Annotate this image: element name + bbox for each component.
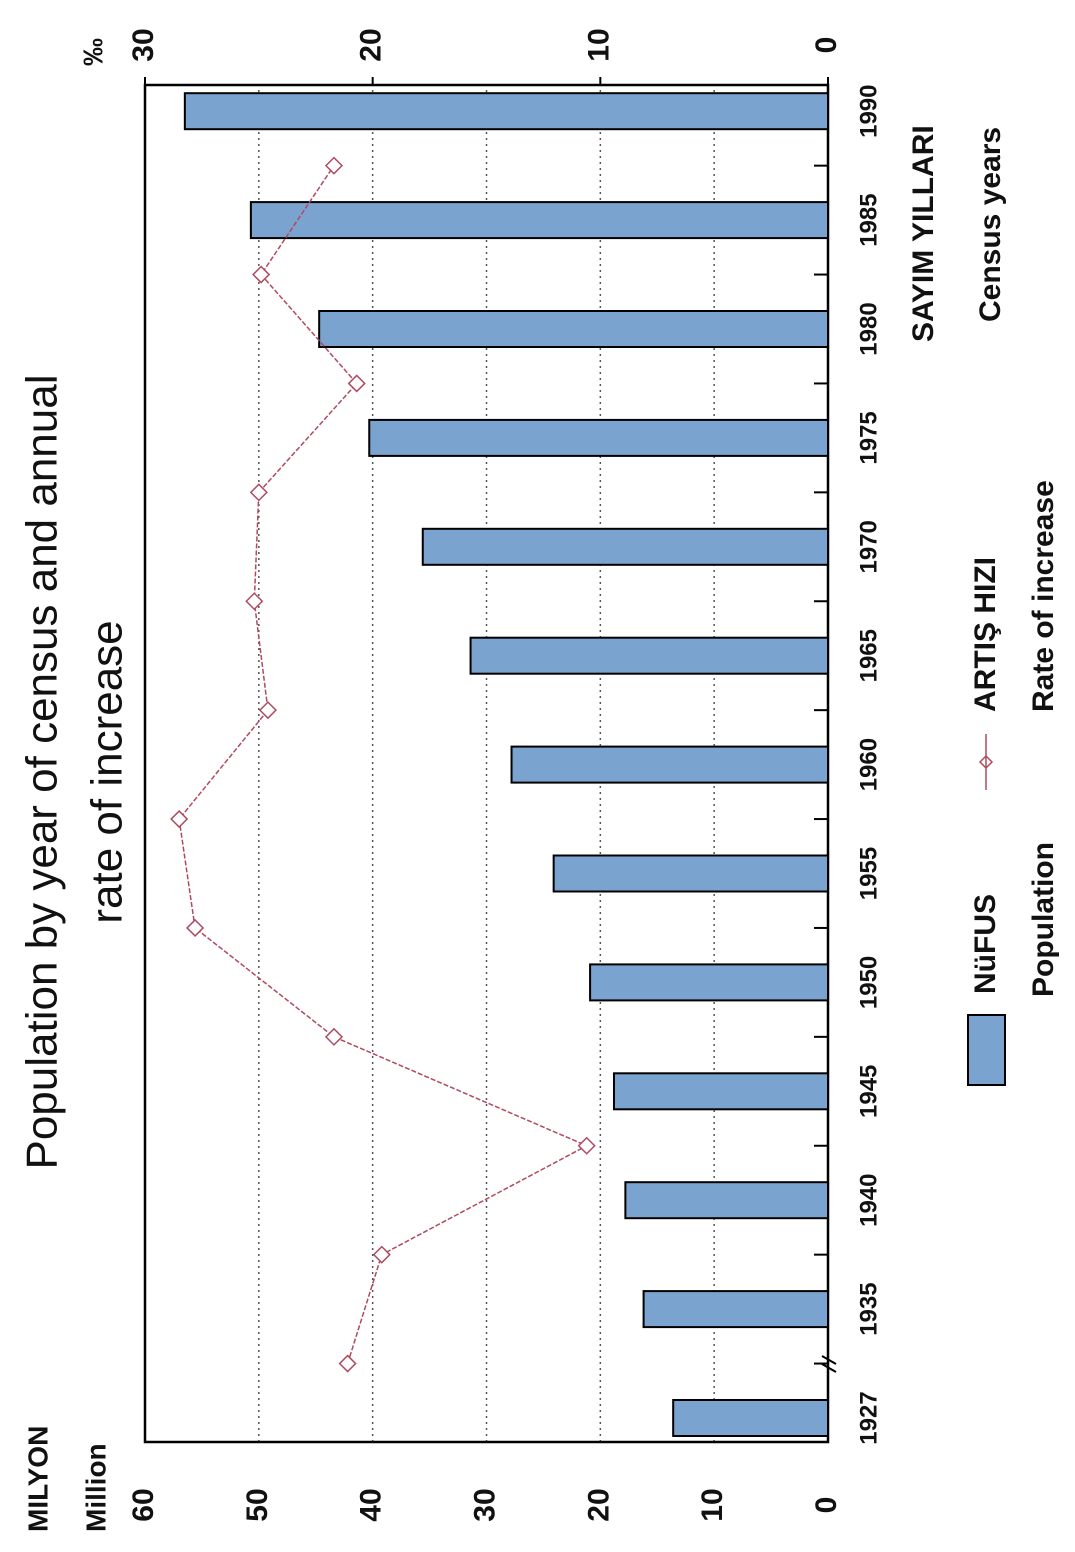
- y2-tick-label: 30: [127, 28, 160, 61]
- x-tick-label: 1990: [855, 85, 882, 138]
- y-tick-label: 60: [127, 1488, 160, 1521]
- bar: [421, 527, 829, 566]
- rate-marker: [258, 701, 278, 720]
- rate-marker: [170, 809, 189, 829]
- legend-label: Rate of increase: [1027, 480, 1060, 712]
- rate-marker: [249, 483, 268, 502]
- rate-line: [178, 165, 589, 1364]
- y2-axis-label: ‰: [77, 38, 108, 66]
- x-tick-label: 1985: [855, 193, 882, 246]
- x-tick-label: 1940: [855, 1174, 882, 1227]
- y-tick-label: 50: [241, 1488, 274, 1521]
- y2-tick-label: 10: [582, 28, 615, 61]
- bar: [368, 418, 829, 457]
- rate-marker: [324, 156, 344, 175]
- x-tick-label: 1980: [855, 302, 882, 355]
- bar: [183, 92, 829, 131]
- chart-title: Population by year of census and annual: [18, 374, 67, 1169]
- rate-marker: [186, 918, 205, 938]
- bar: [612, 1072, 830, 1111]
- legend-marker: [978, 754, 994, 770]
- x-tick-label: 1935: [855, 1282, 882, 1335]
- bar: [624, 1181, 829, 1220]
- rate-marker: [338, 1354, 357, 1373]
- x-tick-label: 1927: [855, 1391, 882, 1444]
- bar: [510, 745, 829, 784]
- y-tick-label: 30: [468, 1488, 501, 1521]
- legend-label: Population: [1027, 842, 1060, 997]
- x-tick-label: 1975: [855, 411, 882, 464]
- bar: [318, 310, 829, 348]
- x-tick-label: 1965: [855, 629, 882, 682]
- legend-swatch: [967, 1014, 1006, 1086]
- bar: [469, 636, 829, 675]
- legend-label: ARTIŞ HIZI: [969, 557, 1002, 712]
- bar: [249, 201, 830, 240]
- y-tick-label: 20: [582, 1488, 615, 1521]
- x-tick-label: 1970: [855, 520, 882, 573]
- bar: [642, 1290, 830, 1329]
- x-tick-label: 1960: [855, 738, 882, 791]
- y-axis-label: MILYON: [22, 1426, 53, 1532]
- rate-marker: [252, 265, 271, 284]
- y-tick-label: 0: [810, 1497, 843, 1514]
- y2-tick-label: 0: [810, 37, 843, 54]
- rate-marker: [372, 1245, 391, 1264]
- x-tick-label: 1955: [855, 847, 882, 900]
- x-axis-label: Census years: [974, 127, 1007, 322]
- rate-marker: [347, 374, 366, 393]
- rotated-chart: Population by year of census and annual …: [18, 28, 1060, 1532]
- legend-label: NüFUS: [969, 894, 1002, 994]
- bar: [589, 963, 829, 1002]
- y-tick-label: 10: [696, 1488, 729, 1521]
- rate-marker: [577, 1136, 596, 1155]
- rate-marker: [245, 592, 264, 611]
- rate-marker: [324, 1027, 344, 1046]
- chart-title: rate of increase: [83, 620, 132, 923]
- y-axis-label: Million: [80, 1443, 111, 1532]
- y2-tick-label: 20: [355, 28, 388, 61]
- x-tick-label: 1945: [855, 1065, 882, 1118]
- bar: [672, 1399, 829, 1437]
- y-tick-label: 40: [355, 1488, 388, 1521]
- x-axis-label: SAYIM YILLARI: [907, 125, 940, 342]
- x-tick-label: 1950: [855, 956, 882, 1009]
- bar: [552, 854, 830, 893]
